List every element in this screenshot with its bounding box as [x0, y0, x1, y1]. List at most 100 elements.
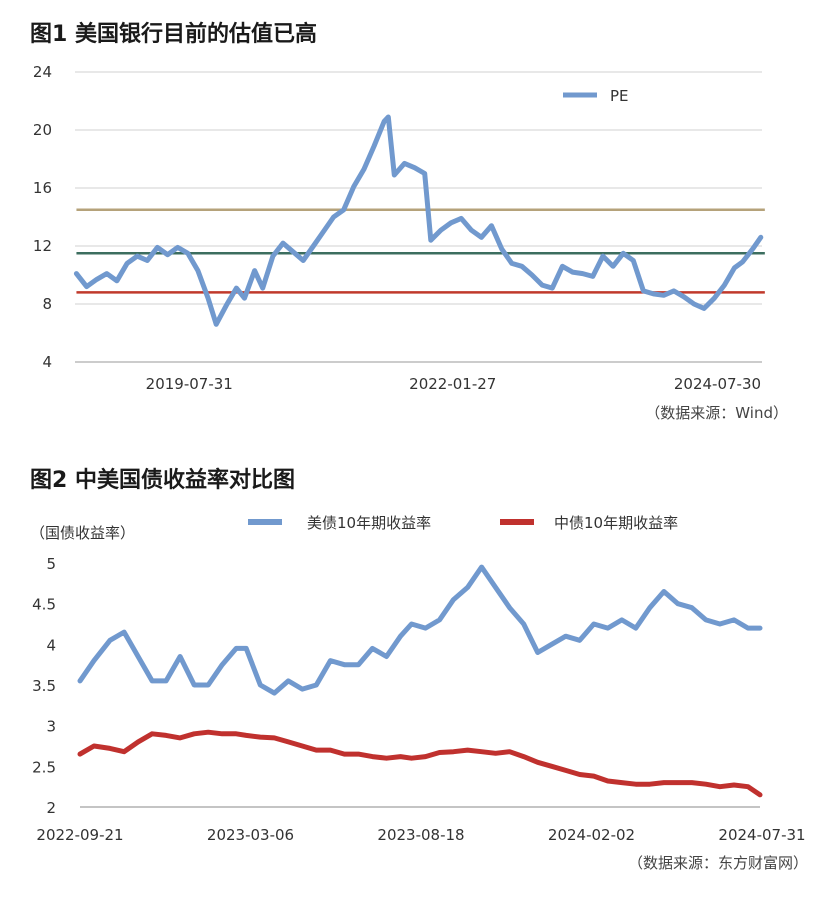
data-point	[522, 755, 526, 759]
data-point	[759, 235, 763, 239]
data-point	[758, 626, 762, 630]
data-point	[122, 630, 126, 634]
data-point	[258, 683, 262, 687]
data-point	[258, 735, 262, 739]
data-point	[328, 659, 332, 663]
data-point	[520, 264, 524, 268]
data-point	[690, 781, 694, 785]
data-point	[196, 269, 200, 273]
data-point	[300, 687, 304, 691]
data-point	[164, 679, 168, 683]
data-point	[510, 261, 514, 265]
data-point	[508, 750, 512, 754]
data-point	[362, 167, 366, 171]
y-tick-label: 3.5	[32, 677, 56, 695]
data-point	[536, 650, 540, 654]
data-point	[286, 740, 290, 744]
data-point	[704, 618, 708, 622]
legend-label-pe: PE	[610, 87, 629, 105]
data-point	[494, 585, 498, 589]
y-tick-label: 3	[46, 718, 56, 736]
data-point	[550, 286, 554, 290]
data-point	[592, 774, 596, 778]
data-point	[490, 224, 494, 228]
data-point	[452, 750, 456, 754]
data-point	[328, 748, 332, 752]
y-tick-label: 16	[33, 179, 52, 197]
data-point	[356, 752, 360, 756]
data-point	[648, 606, 652, 610]
data-point	[392, 173, 396, 177]
data-point	[342, 663, 346, 667]
data-point	[244, 733, 248, 737]
data-point	[311, 244, 315, 248]
data-point	[606, 626, 610, 630]
data-point	[372, 144, 376, 148]
data-point	[398, 634, 402, 638]
data-point	[672, 289, 676, 293]
figure1-chart: 4 8 12 16 20 24 2019-07-31 2022-01-27 2024-07-30…	[33, 63, 765, 393]
data-point	[424, 626, 428, 630]
data-point	[560, 264, 564, 268]
data-point	[494, 751, 498, 755]
data-point	[135, 254, 139, 258]
data-point	[662, 589, 666, 593]
data-point	[469, 228, 473, 232]
y-tick-label: 24	[33, 63, 52, 81]
data-point	[500, 247, 504, 251]
data-point	[74, 272, 78, 276]
data-point	[234, 286, 238, 290]
figure2-y-unit-label: （国债收益率）	[30, 524, 136, 542]
data-point	[78, 679, 82, 683]
x-tick-label: 2022-09-21	[36, 826, 123, 844]
data-point	[438, 618, 442, 622]
data-point	[253, 269, 257, 273]
data-point	[384, 756, 388, 760]
data-point	[592, 622, 596, 626]
data-point	[192, 683, 196, 687]
series-line-us-10y	[77, 564, 763, 696]
data-point	[746, 785, 750, 789]
data-point	[480, 565, 484, 569]
data-point	[176, 245, 180, 249]
data-point	[300, 744, 304, 748]
data-point	[155, 245, 159, 249]
data-point	[136, 655, 140, 659]
data-point	[648, 782, 652, 786]
data-point	[571, 270, 575, 274]
data-point	[631, 259, 635, 262]
x-tick-label: 2022-01-27	[409, 375, 496, 393]
data-point	[634, 626, 638, 630]
data-point	[550, 764, 554, 768]
data-point	[732, 783, 736, 787]
data-point	[634, 782, 638, 786]
data-point	[409, 756, 413, 760]
data-point	[641, 289, 645, 293]
data-point	[321, 230, 325, 233]
data-point	[398, 755, 402, 759]
data-point	[301, 259, 305, 262]
data-point	[92, 659, 96, 663]
data-point	[722, 283, 726, 287]
data-point	[122, 750, 126, 754]
data-point	[164, 733, 168, 737]
data-point	[386, 115, 390, 119]
data-point	[409, 622, 413, 626]
y-tick-label: 12	[33, 237, 52, 255]
data-point	[704, 782, 708, 786]
y-tick-label: 8	[42, 295, 52, 313]
data-point	[423, 172, 427, 175]
figure1-title: 图1 美国银行目前的估值已高	[30, 22, 317, 47]
data-point	[78, 752, 82, 756]
data-point	[611, 264, 615, 268]
data-point	[530, 273, 534, 277]
data-point	[150, 679, 154, 683]
data-point	[508, 606, 512, 610]
data-point	[662, 781, 666, 785]
data-point	[108, 638, 112, 642]
data-point	[682, 295, 686, 299]
x-tick-label: 2023-08-18	[377, 826, 464, 844]
data-point	[356, 663, 360, 667]
x-tick-label: 2024-02-02	[548, 826, 635, 844]
